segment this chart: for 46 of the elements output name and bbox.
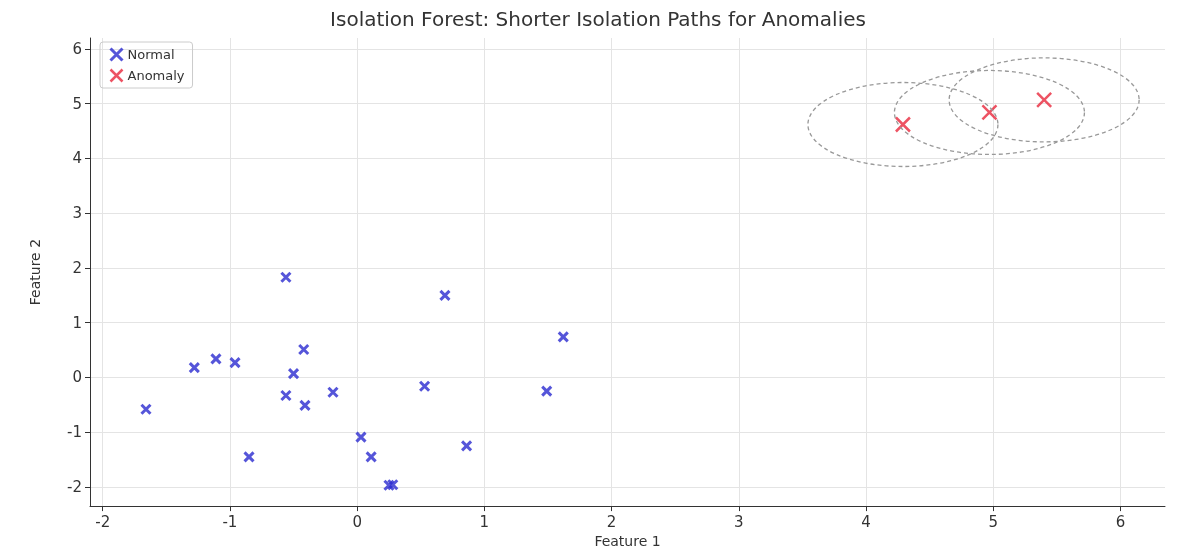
x-tick-label: -2 [95,512,111,531]
x-tick-label: 3 [734,512,744,531]
legend-label: Normal [127,47,175,62]
y-tick-label: -1 [67,423,82,442]
x-tick-label: 1 [479,512,490,531]
point [438,289,451,302]
x-tick-label: 6 [1115,512,1126,531]
point [279,271,292,284]
x-tick-label: 0 [352,512,362,531]
x-tick-label: 2 [606,512,617,531]
point [287,367,300,380]
point [460,439,473,452]
point [229,356,242,369]
point [209,352,222,365]
x-tick-label: 5 [988,512,999,531]
point [894,116,912,133]
point [1035,91,1053,109]
point [243,450,256,463]
point [557,330,570,343]
y-tick-label: -2 [67,477,82,496]
point [365,450,378,463]
chart-title: Isolation Forest: Shorter Isolation Paths for Anomalies [330,7,866,31]
point [354,431,367,444]
point [279,389,292,402]
y-tick-label: 1 [72,313,82,332]
point [540,385,553,398]
point [981,104,998,121]
point [382,479,395,492]
x-axis-title: Feature 1 [594,533,661,549]
point [418,380,431,393]
legend-label: Anomaly [127,68,185,83]
point [299,399,311,412]
y-tick-label: 2 [72,258,82,277]
point [188,361,201,374]
y-tick-label: 0 [72,368,82,387]
point [139,403,152,416]
y-tick-label: 5 [72,94,82,113]
x-tick-label: -1 [222,512,238,531]
y-tick-label: 6 [72,39,82,58]
y-axis-title: Feature 2 [27,238,43,306]
x-tick-label: 4 [861,512,871,531]
y-tick-label: 3 [72,204,82,223]
y-tick-label: 4 [72,149,82,168]
point [326,386,339,399]
point [386,478,399,491]
point [297,343,310,356]
